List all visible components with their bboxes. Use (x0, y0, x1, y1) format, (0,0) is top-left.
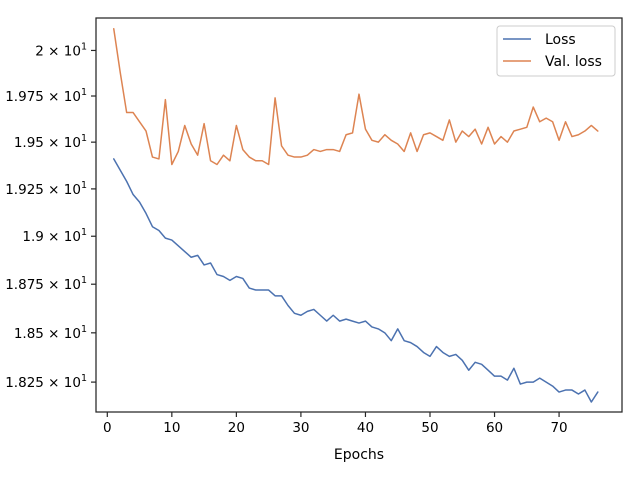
x-tick-label: 0 (103, 420, 112, 436)
y-tick-label: 2 × 101 (35, 41, 87, 59)
x-tick-label: 30 (292, 420, 309, 436)
y-tick-label: 1.875 × 101 (5, 275, 87, 293)
y-axis: 1.825 × 101 1.85 × 101 1.875 × 101 1.9 × 10… (5, 41, 96, 391)
y-tick-label: 1.925 × 101 (5, 180, 87, 198)
series-line-0 (113, 158, 599, 403)
legend-label-1: Val. loss (545, 54, 602, 70)
x-tick-label: 50 (421, 420, 438, 436)
legend-label-0: Loss (545, 32, 576, 48)
series-layer (113, 28, 599, 403)
x-tick-label: 70 (550, 420, 567, 436)
x-axis-title: Epochs (334, 447, 384, 463)
x-tick-label: 60 (486, 420, 503, 436)
series-line-1 (113, 28, 599, 166)
x-tick-label: 40 (357, 420, 374, 436)
x-axis: 0 10 20 30 40 50 60 70 (103, 412, 568, 436)
y-tick-label: 1.9 × 101 (22, 227, 87, 245)
plot-area (95, 17, 623, 413)
y-tick-label: 1.85 × 101 (14, 324, 87, 342)
legend: Loss Val. loss (496, 25, 616, 77)
plot-frame (95, 17, 623, 413)
y-tick-label: 1.825 × 101 (5, 373, 87, 391)
x-tick-label: 10 (163, 420, 180, 436)
x-tick-label: 20 (228, 420, 245, 436)
y-tick-label: 1.95 × 101 (14, 133, 87, 151)
y-tick-label: 1.975 × 101 (5, 87, 87, 105)
